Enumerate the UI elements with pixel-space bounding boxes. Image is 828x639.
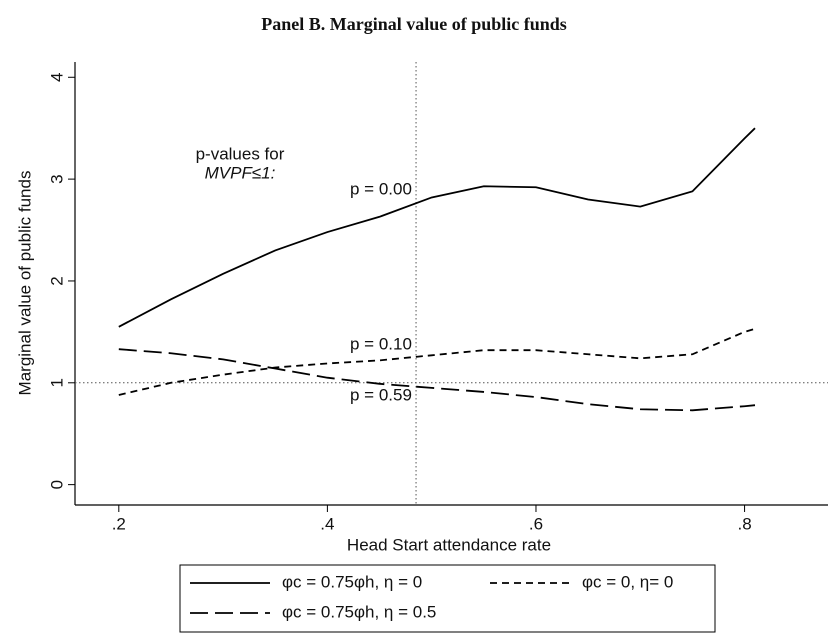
series-line [118, 327, 756, 396]
legend-label: φc = 0.75φh, η = 0.5 [282, 602, 436, 621]
annotation: p = 0.00 [350, 179, 412, 198]
x-tick-label: .6 [529, 514, 543, 533]
annotation: p = 0.10 [350, 334, 412, 353]
series-line [118, 348, 756, 412]
y-axis-label: Marginal value of public funds [15, 171, 34, 396]
annotation: p = 0.59 [350, 385, 412, 404]
chart-title: Panel B. Marginal value of public funds [261, 14, 567, 34]
legend-box [179, 564, 716, 633]
x-tick-label: .4 [320, 514, 334, 533]
legend-label: φc = 0.75φh, η = 0 [282, 572, 422, 591]
y-tick-label: 0 [47, 480, 66, 489]
y-tick-label: 1 [47, 378, 66, 387]
x-axis-label: Head Start attendance rate [347, 535, 551, 554]
y-tick-label: 4 [47, 73, 66, 82]
annotation: p-values for [196, 144, 285, 163]
y-tick-label: 2 [47, 276, 66, 285]
x-tick-label: .8 [737, 514, 751, 533]
series-line [118, 127, 756, 328]
annotation: MVPF≤1: [205, 163, 276, 182]
y-tick-label: 3 [47, 174, 66, 183]
legend-label: φc = 0, η= 0 [582, 572, 673, 591]
x-tick-label: .2 [112, 514, 126, 533]
